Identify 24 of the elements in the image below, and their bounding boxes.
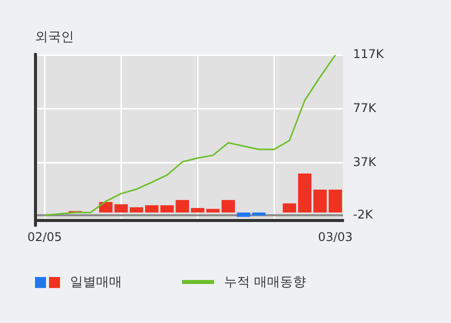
bar (282, 203, 296, 213)
legend-label: 일별매매 (70, 274, 122, 291)
bar (206, 208, 220, 213)
bar (176, 200, 190, 213)
y-tick-label: 117K (353, 47, 385, 62)
legend-label: 누적 매매동향 (224, 274, 306, 291)
bar (252, 212, 266, 216)
bar (114, 204, 128, 213)
x-tick-label: 02/05 (27, 230, 62, 244)
bar (160, 205, 174, 213)
bar (222, 200, 235, 213)
bar (328, 190, 342, 213)
bar (99, 202, 113, 213)
bar (190, 208, 204, 213)
bar (298, 173, 312, 213)
x-tick-label: 03/03 (318, 230, 353, 244)
bar (145, 205, 158, 213)
y-tick-label: 77K (353, 100, 378, 115)
bar (313, 190, 327, 213)
y-tick-label: 37K (353, 154, 378, 169)
bar (130, 207, 144, 213)
chart-title: 외국인 (35, 29, 74, 46)
y-tick-label: -2K (353, 207, 374, 222)
bar (236, 212, 250, 217)
